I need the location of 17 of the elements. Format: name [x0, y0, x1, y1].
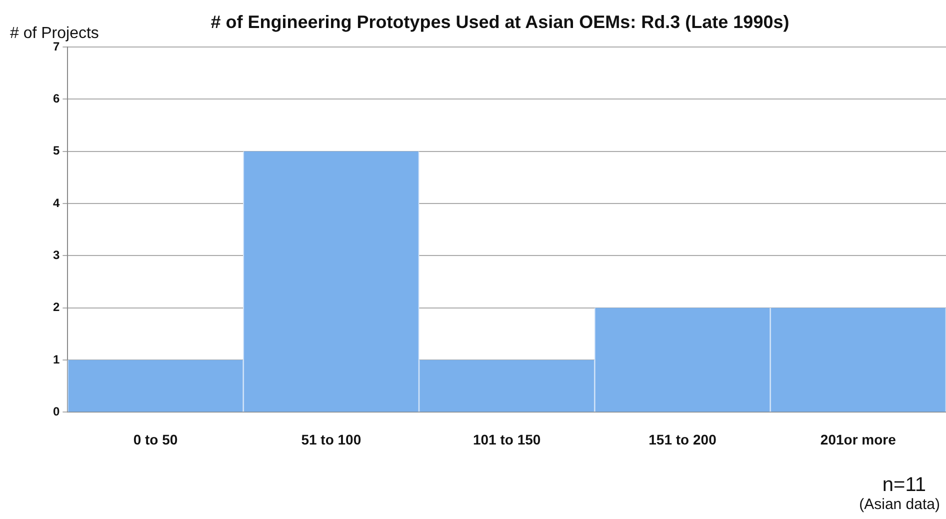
text: n=11 [881, 474, 926, 496]
y-tick-label: 4 [52, 196, 60, 210]
y-tick-label: 1 [52, 352, 60, 366]
x-tick-label: 101 to 150 [472, 431, 541, 448]
y-axis-title: # of Projects [10, 25, 99, 42]
x-tick-label: 151 to 200 [648, 431, 717, 448]
y-tick-label: 6 [52, 91, 60, 106]
chart-title: # of Engineering Prototypes Used at Asian OEMs: Rd.3 (Late 1990s) [210, 12, 790, 33]
y-tick-label: 2 [52, 300, 60, 314]
y-tick-label: 0 [52, 404, 60, 419]
x-tick-label: 51 to 100 [301, 431, 362, 448]
y-tick-label: 7 [52, 39, 60, 54]
x-tick-label: 0 to 50 [133, 431, 178, 448]
x-tick-label: 201or more [820, 431, 896, 448]
y-tick-label: 5 [52, 144, 60, 158]
y-tick-label: 3 [52, 248, 60, 262]
text: (Asian data) [859, 496, 940, 513]
